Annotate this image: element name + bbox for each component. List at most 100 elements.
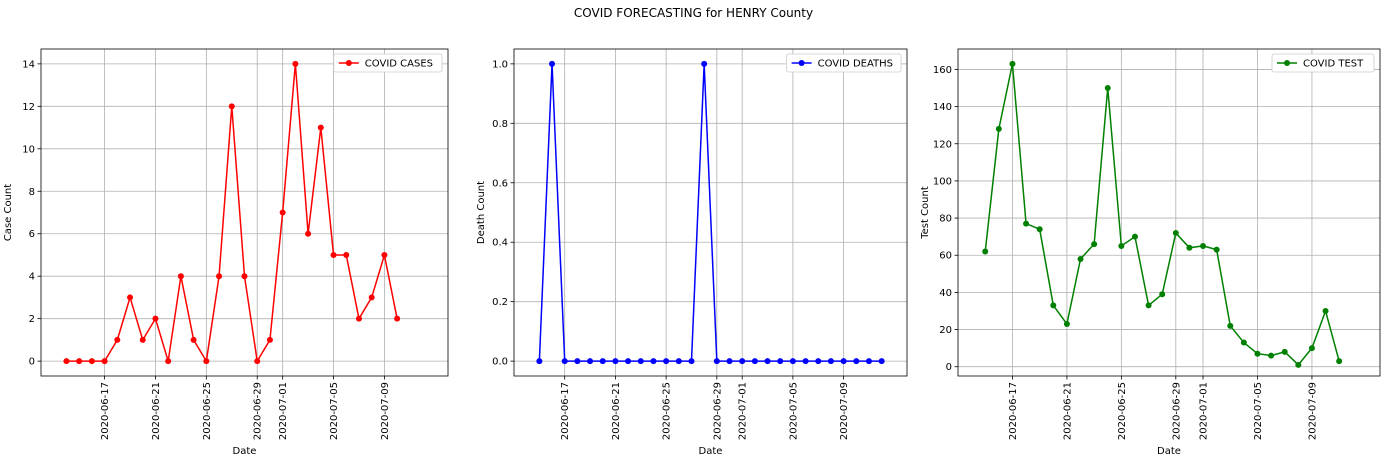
x-tick-label: 2020-07-01	[738, 382, 749, 440]
y-tick-label: 0.2	[492, 297, 508, 308]
axes-frame	[513, 48, 908, 377]
data-point	[789, 358, 796, 365]
x-tick-label: 2020-06-29	[1171, 382, 1182, 440]
legend: COVID CASES	[333, 53, 443, 73]
data-point	[63, 358, 70, 365]
data-point	[1200, 242, 1207, 249]
data-point	[216, 273, 223, 280]
data-point	[1063, 320, 1070, 327]
x-tick-label: 2020-07-05	[788, 382, 799, 440]
data-point	[574, 358, 581, 365]
data-point	[637, 358, 644, 365]
data-point	[76, 358, 83, 365]
data-point	[1159, 291, 1166, 298]
y-tick-label: 80	[939, 214, 952, 225]
x-tick-label: 2020-07-09	[1307, 382, 1318, 440]
data-point	[1091, 241, 1098, 248]
figure-title: COVID FORECASTING for HENRY County	[573, 6, 814, 20]
data-point	[241, 273, 248, 280]
data-point	[561, 358, 568, 365]
data-point	[701, 60, 708, 67]
x-tick-label: 2020-06-29	[253, 382, 264, 440]
y-tick-label: 120	[933, 139, 952, 150]
data-point	[228, 103, 235, 110]
legend-label: COVID DEATHS	[818, 59, 893, 70]
data-point	[1295, 361, 1302, 368]
data-point	[1336, 358, 1343, 365]
data-point	[587, 358, 594, 365]
x-tick-label: 2020-06-17	[1008, 382, 1019, 440]
data-point	[368, 294, 375, 301]
y-axis-label: Test Count	[920, 186, 931, 240]
y-tick-label: 0.0	[492, 357, 508, 368]
data-point	[982, 248, 989, 255]
data-point	[726, 358, 733, 365]
y-axis-label: Death Count	[476, 181, 487, 244]
data-point	[549, 60, 556, 67]
y-axis-label: Case Count	[3, 184, 14, 241]
data-point	[739, 358, 746, 365]
data-point	[101, 358, 108, 365]
x-axis-label: Date	[1157, 446, 1181, 457]
legend-marker	[1284, 60, 1290, 66]
data-point	[865, 358, 872, 365]
y-tick-label: 6	[29, 229, 35, 240]
x-tick-label: 2020-06-25	[1117, 382, 1128, 440]
data-point	[190, 336, 197, 343]
x-tick-label: 2020-07-09	[839, 382, 850, 440]
data-point	[1036, 226, 1043, 233]
y-tick-label: 160	[933, 65, 952, 76]
data-point	[254, 358, 261, 365]
data-point	[1240, 339, 1247, 346]
data-point	[1118, 242, 1125, 249]
data-point	[1227, 322, 1234, 329]
data-point	[777, 358, 784, 365]
y-tick-label: 0.4	[492, 238, 508, 249]
y-tick-label: 40	[939, 288, 952, 299]
data-point	[840, 358, 847, 365]
data-point	[1131, 233, 1138, 240]
legend-marker	[798, 60, 805, 66]
y-tick-label: 60	[939, 251, 952, 262]
chart-panel-3: 0 20 40 60 80 100 120 140 160 2020-06-17 2020-06-2…	[920, 48, 1381, 457]
data-point	[165, 358, 172, 365]
data-point	[536, 358, 543, 365]
data-point	[878, 358, 885, 365]
data-point	[1077, 255, 1084, 262]
x-tick-label: 2020-07-05	[1253, 382, 1264, 440]
data-point	[995, 125, 1002, 132]
x-axis-label: Date	[233, 446, 257, 457]
data-point	[266, 336, 273, 343]
data-point	[203, 358, 210, 365]
data-point	[1268, 352, 1275, 359]
x-tick-label: 2020-07-05	[329, 382, 340, 440]
legend-box	[786, 53, 902, 73]
data-point	[330, 251, 337, 258]
x-tick-label: 2020-06-25	[662, 382, 673, 440]
y-tick-label: 14	[22, 59, 35, 70]
data-point	[675, 358, 682, 365]
data-point	[1145, 302, 1152, 309]
x-tick-label: 2020-07-01	[1199, 382, 1210, 440]
y-tick-label: 0.8	[492, 119, 508, 130]
y-tick-label: 140	[933, 102, 952, 113]
y-tick-label: 20	[939, 325, 952, 336]
data-point	[612, 358, 619, 365]
x-tick-label: 2020-06-25	[202, 382, 213, 440]
data-point	[688, 358, 695, 365]
data-point	[88, 358, 95, 365]
data-point	[177, 273, 184, 280]
data-point	[355, 315, 362, 322]
data-point	[1023, 220, 1030, 227]
x-tick-label: 2020-06-29	[712, 382, 723, 440]
data-point	[1281, 348, 1288, 355]
data-point	[663, 358, 670, 365]
data-point	[1213, 246, 1220, 253]
x-tick-label: 2020-06-17	[100, 382, 111, 440]
data-point	[827, 358, 834, 365]
data-point	[292, 60, 299, 67]
series-line	[984, 63, 1340, 366]
legend: COVID DEATHS	[786, 53, 902, 73]
data-point	[1308, 345, 1315, 352]
